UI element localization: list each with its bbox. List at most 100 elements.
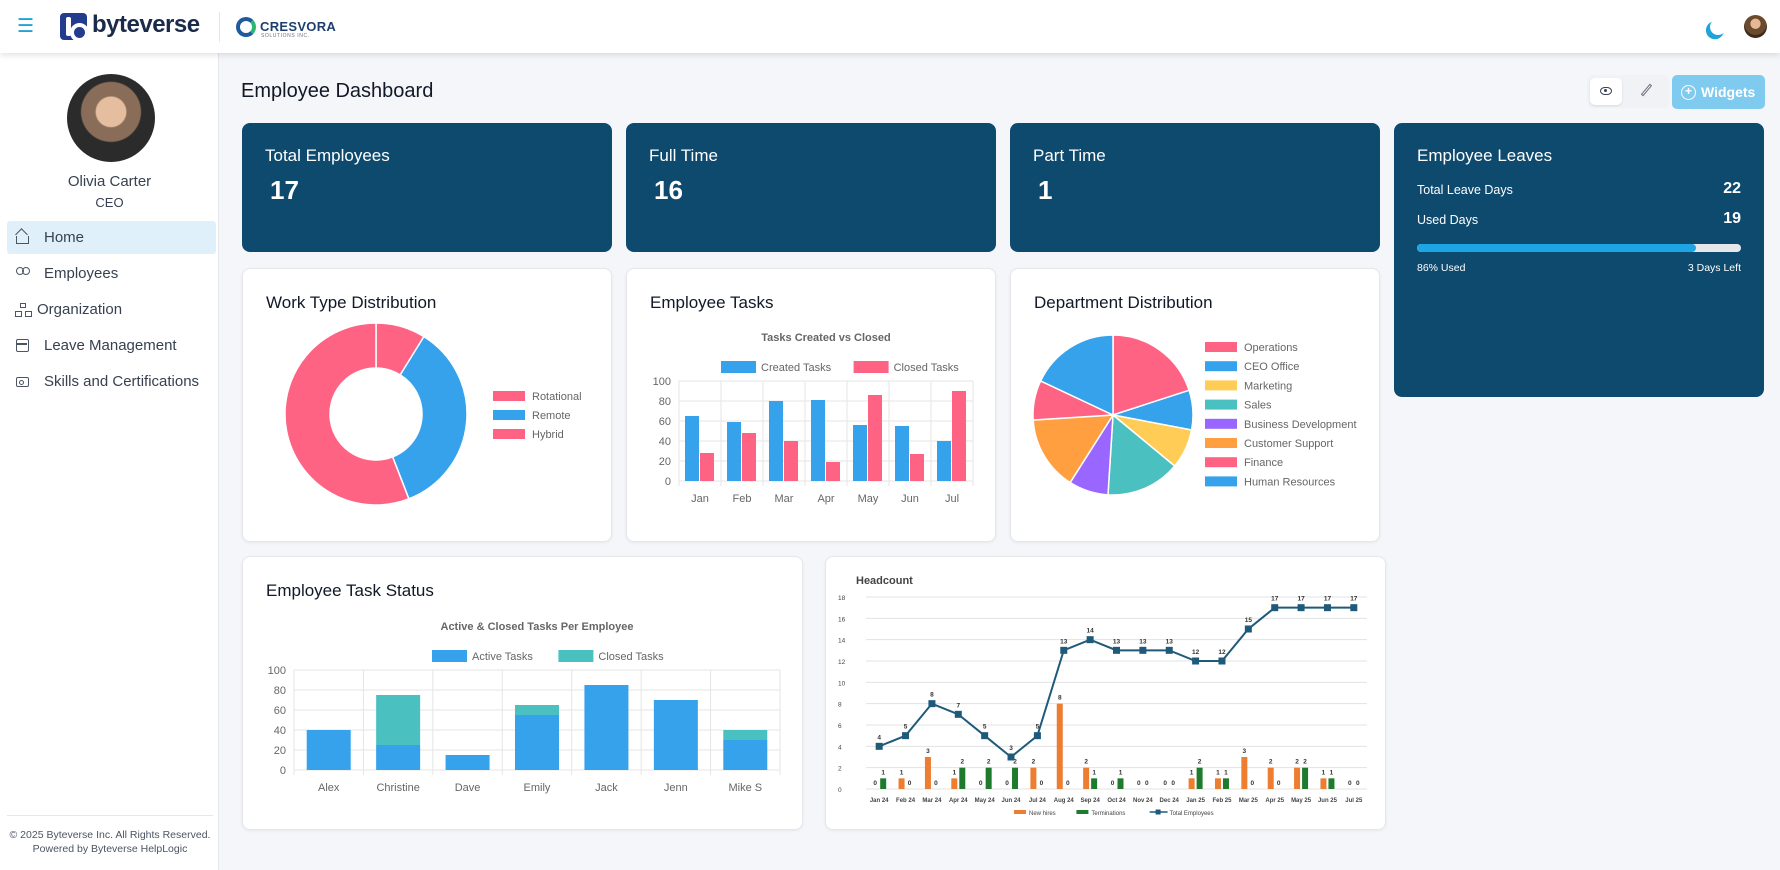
dark-mode-icon[interactable] [1708,17,1729,38]
data-label: 0 [979,780,983,787]
y-tick-label: 2 [838,766,842,773]
line-point [1139,646,1147,654]
data-label: 0 [1277,780,1281,787]
used-days-row: Used Days 19 [1417,210,1741,227]
bar [985,767,992,789]
bar [1030,767,1037,789]
bar [880,778,887,789]
sidebar-item-skills[interactable]: Skills and Certifications [7,365,216,398]
y-tick-label: 60 [274,705,286,717]
y-tick-label: 100 [653,376,671,388]
data-label: 13 [1113,638,1121,645]
line-point [1218,657,1226,665]
y-tick-label: 80 [274,685,286,697]
bar [700,453,714,481]
x-tick-label: Apr [817,493,834,505]
user-name: Olivia Carter [67,173,152,190]
y-tick-label: 12 [838,659,846,666]
legend-swatch [1076,810,1089,814]
x-tick-label: Mar 24 [922,798,942,804]
legend-swatch [558,650,594,662]
data-label: 5 [983,724,987,731]
data-label: 17 [1297,596,1305,603]
stat-value: 17 [270,175,299,205]
byteverse-logo-icon[interactable] [60,13,89,42]
stat-label: Full Time [649,146,718,165]
bar [584,685,629,770]
id-card-icon [16,376,29,387]
pencil-icon [1640,83,1653,97]
bar [685,416,699,481]
total-leave-label: Total Leave Days [1417,183,1513,197]
stat-value: 16 [654,175,683,205]
y-tick-label: 0 [665,476,671,488]
card-title: Employee Tasks [650,293,774,312]
sidebar-item-label: Employees [44,265,119,282]
data-label: 2 [1269,759,1273,766]
legend-label: Remote [532,410,571,422]
line-point [1271,604,1279,612]
copyright-text: © 2025 Byteverse Inc. All Rights Reserve… [9,829,211,841]
legend-label: Closed Tasks [894,362,960,374]
view-button[interactable] [1590,78,1622,105]
data-label: 12 [1218,649,1226,656]
legend-label: Marketing [1244,380,1292,392]
data-label: 13 [1166,638,1174,645]
sidebar-item-home[interactable]: Home [7,221,216,254]
data-label: 1 [1092,769,1096,776]
bar [952,391,966,481]
data-label: 1 [1216,769,1220,776]
x-tick-label: Feb [733,493,752,505]
bar [1320,778,1327,789]
data-label: 1 [900,769,904,776]
client-brand: CRESVORA [260,19,337,34]
y-tick-label: 60 [659,416,671,428]
bar [868,395,882,481]
y-tick-label: 6 [838,723,842,730]
bar [951,778,958,789]
work-type-chart: Rotational Remote Hybrid [284,322,582,506]
legend-swatch [1205,380,1237,391]
hamburger-menu-icon[interactable]: ☰ [17,15,35,37]
legend-swatch [1205,438,1237,448]
bar [1222,778,1229,789]
user-avatar[interactable] [1744,15,1767,38]
legend-label: Finance [1244,457,1283,469]
edit-button[interactable] [1630,78,1662,105]
data-label: 0 [1111,780,1115,787]
sidebar-item-label: Leave Management [44,337,177,354]
bar [1056,703,1063,789]
sidebar-item-employees[interactable]: Employees [7,257,216,290]
data-label: 3 [1243,748,1247,755]
x-tick-label: Jan [691,493,709,505]
bar [898,778,905,789]
data-label: 2 [960,759,964,766]
used-percent-text: 86% Used [1417,262,1466,274]
legend-swatch [1014,810,1026,814]
pie-slice [284,322,410,506]
bar [910,454,924,481]
bar [811,400,825,481]
legend-label: Human Resources [1244,476,1336,488]
y-tick-label: 8 [838,702,842,709]
data-label: 13 [1139,638,1147,645]
bar [376,695,421,745]
data-label: 0 [1137,780,1141,787]
bar [1196,767,1203,789]
cresvora-logo-icon [236,17,256,37]
x-tick-label: Apr 25 [1265,798,1284,804]
brand-name[interactable]: byteverse [92,11,200,38]
users-icon [16,267,30,280]
bar [1267,767,1274,789]
legend-swatch [493,391,525,401]
sidebar-item-leave-management[interactable]: Leave Management [7,329,216,362]
legend-swatch [1205,457,1237,468]
widgets-button[interactable]: Widgets [1672,75,1765,109]
y-tick-label: 20 [274,745,286,757]
sidebar-item-organization[interactable]: Organization [7,293,216,326]
bar [853,425,867,481]
data-label: 0 [1066,780,1070,787]
x-tick-label: Jenn [664,782,688,794]
data-label: 0 [1348,780,1352,787]
bar [515,715,559,770]
